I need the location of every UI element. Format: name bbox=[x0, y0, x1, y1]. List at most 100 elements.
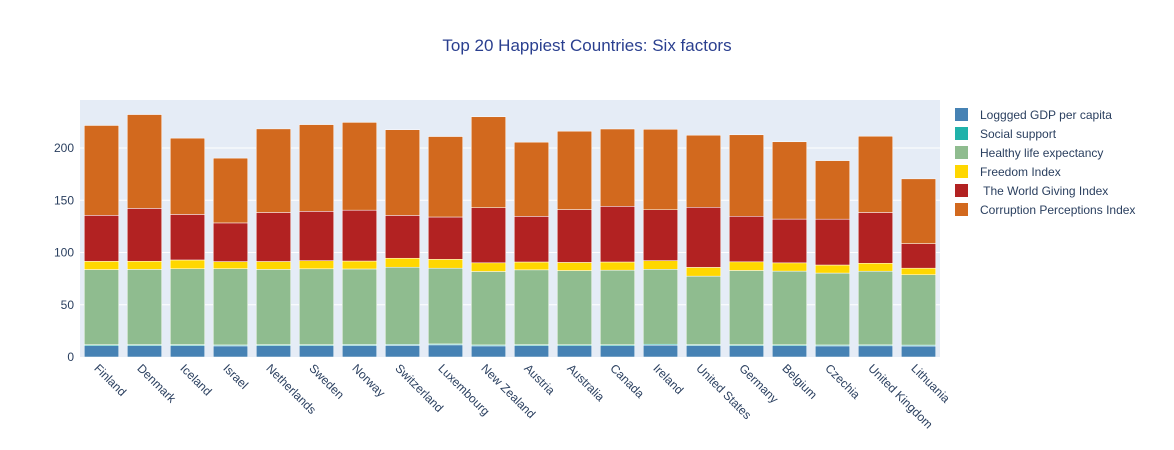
bar-segment[interactable] bbox=[858, 212, 893, 264]
legend-swatch[interactable] bbox=[955, 165, 968, 178]
bar-segment[interactable] bbox=[84, 215, 119, 262]
bar-segment[interactable] bbox=[385, 345, 420, 358]
bar-segment[interactable] bbox=[858, 263, 893, 272]
bar-segment[interactable] bbox=[772, 262, 807, 272]
bar-segment[interactable] bbox=[729, 134, 764, 217]
bar-segment[interactable] bbox=[213, 268, 248, 346]
bar-segment[interactable] bbox=[772, 141, 807, 220]
bar-segment[interactable] bbox=[342, 260, 377, 270]
bar-segment[interactable] bbox=[557, 209, 592, 263]
bar-segment[interactable] bbox=[299, 124, 334, 212]
legend-swatch[interactable] bbox=[955, 108, 968, 121]
bar-segment[interactable] bbox=[84, 269, 119, 345]
bar-segment[interactable] bbox=[299, 268, 334, 345]
bar-segment[interactable] bbox=[815, 160, 850, 220]
bar-segment[interactable] bbox=[213, 261, 248, 269]
bar-segment[interactable] bbox=[213, 157, 248, 224]
bar-segment[interactable] bbox=[815, 345, 850, 358]
legend-swatch[interactable] bbox=[955, 203, 968, 216]
bar-segment[interactable] bbox=[686, 134, 721, 208]
bar-segment[interactable] bbox=[385, 129, 420, 216]
legend-label[interactable]: Loggged GDP per capita bbox=[980, 108, 1112, 122]
bar-segment[interactable] bbox=[127, 261, 162, 270]
legend-label[interactable]: The World Giving Index bbox=[980, 184, 1108, 198]
bar-segment[interactable] bbox=[643, 209, 678, 261]
legend[interactable]: Loggged GDP per capita Social support Heal… bbox=[955, 108, 1135, 217]
bar-segment[interactable] bbox=[342, 209, 377, 262]
bar-segment[interactable] bbox=[643, 129, 678, 210]
bar-segment[interactable] bbox=[686, 207, 721, 268]
bar-segment[interactable] bbox=[858, 270, 893, 346]
bar-segment[interactable] bbox=[729, 216, 764, 263]
bar-segment[interactable] bbox=[471, 345, 506, 358]
bar-segment[interactable] bbox=[127, 114, 162, 209]
bar-segment[interactable] bbox=[428, 136, 463, 218]
bar-segment[interactable] bbox=[299, 260, 334, 270]
bar-segment[interactable] bbox=[299, 211, 334, 261]
bar-segment[interactable] bbox=[84, 345, 119, 358]
bar-segment[interactable] bbox=[342, 268, 377, 345]
bar-segment[interactable] bbox=[858, 345, 893, 358]
bar-segment[interactable] bbox=[557, 270, 592, 345]
bar-segment[interactable] bbox=[170, 268, 205, 345]
bar-segment[interactable] bbox=[557, 345, 592, 358]
bar-segment[interactable] bbox=[600, 345, 635, 358]
bar-segment[interactable] bbox=[729, 261, 764, 271]
bar-segment[interactable] bbox=[557, 262, 592, 271]
bar-segment[interactable] bbox=[471, 116, 506, 208]
bar-segment[interactable] bbox=[514, 269, 549, 345]
bar-segment[interactable] bbox=[256, 261, 291, 270]
bar-segment[interactable] bbox=[127, 345, 162, 358]
legend-swatch[interactable] bbox=[955, 146, 968, 159]
legend-label[interactable]: Social support bbox=[980, 127, 1057, 141]
bar-segment[interactable] bbox=[557, 130, 592, 210]
bar-segment[interactable] bbox=[342, 122, 377, 211]
bar-segment[interactable] bbox=[772, 270, 807, 346]
bar-segment[interactable] bbox=[600, 206, 635, 263]
bar-segment[interactable] bbox=[815, 264, 850, 274]
legend-swatch[interactable] bbox=[955, 184, 968, 197]
bar-segment[interactable] bbox=[170, 345, 205, 358]
legend-label[interactable]: Corruption Perceptions Index bbox=[980, 203, 1135, 217]
legend-label[interactable]: Freedom Index bbox=[980, 165, 1061, 179]
bar-segment[interactable] bbox=[471, 207, 506, 264]
bar-segment[interactable] bbox=[772, 345, 807, 358]
bar-segment[interactable] bbox=[686, 275, 721, 345]
bar-segment[interactable] bbox=[299, 345, 334, 358]
bar-segment[interactable] bbox=[256, 269, 291, 345]
bar-segment[interactable] bbox=[901, 267, 936, 276]
bar-segment[interactable] bbox=[471, 271, 506, 346]
bar-segment[interactable] bbox=[772, 218, 807, 264]
legend-label[interactable]: Healthy life expectancy bbox=[980, 146, 1103, 160]
bar-segment[interactable] bbox=[428, 267, 463, 345]
bar-segment[interactable] bbox=[428, 344, 463, 358]
bar-segment[interactable] bbox=[256, 128, 291, 213]
bar-segment[interactable] bbox=[428, 216, 463, 260]
bar-segment[interactable] bbox=[256, 212, 291, 262]
bar-segment[interactable] bbox=[170, 214, 205, 261]
bar-segment[interactable] bbox=[127, 208, 162, 262]
bar-segment[interactable] bbox=[686, 267, 721, 277]
bar-segment[interactable] bbox=[729, 345, 764, 358]
bar-segment[interactable] bbox=[170, 259, 205, 270]
bar-segment[interactable] bbox=[342, 345, 377, 358]
bar-segment[interactable] bbox=[600, 261, 635, 271]
bar-segment[interactable] bbox=[600, 269, 635, 345]
bar-segment[interactable] bbox=[127, 269, 162, 345]
bar-segment[interactable] bbox=[84, 125, 119, 216]
bar-segment[interactable] bbox=[514, 345, 549, 358]
bar-segment[interactable] bbox=[815, 218, 850, 266]
bar-segment[interactable] bbox=[514, 216, 549, 263]
bar-segment[interactable] bbox=[858, 135, 893, 213]
bar-segment[interactable] bbox=[84, 261, 119, 270]
bar-segment[interactable] bbox=[729, 270, 764, 345]
bar-segment[interactable] bbox=[213, 345, 248, 358]
bar-segment[interactable] bbox=[213, 222, 248, 262]
bar-segment[interactable] bbox=[514, 141, 549, 217]
bar-segment[interactable] bbox=[643, 269, 678, 345]
bar-segment[interactable] bbox=[600, 128, 635, 207]
bar-segment[interactable] bbox=[686, 345, 721, 358]
legend-swatch[interactable] bbox=[955, 127, 968, 140]
bar-segment[interactable] bbox=[901, 243, 936, 269]
bar-segment[interactable] bbox=[514, 261, 549, 271]
